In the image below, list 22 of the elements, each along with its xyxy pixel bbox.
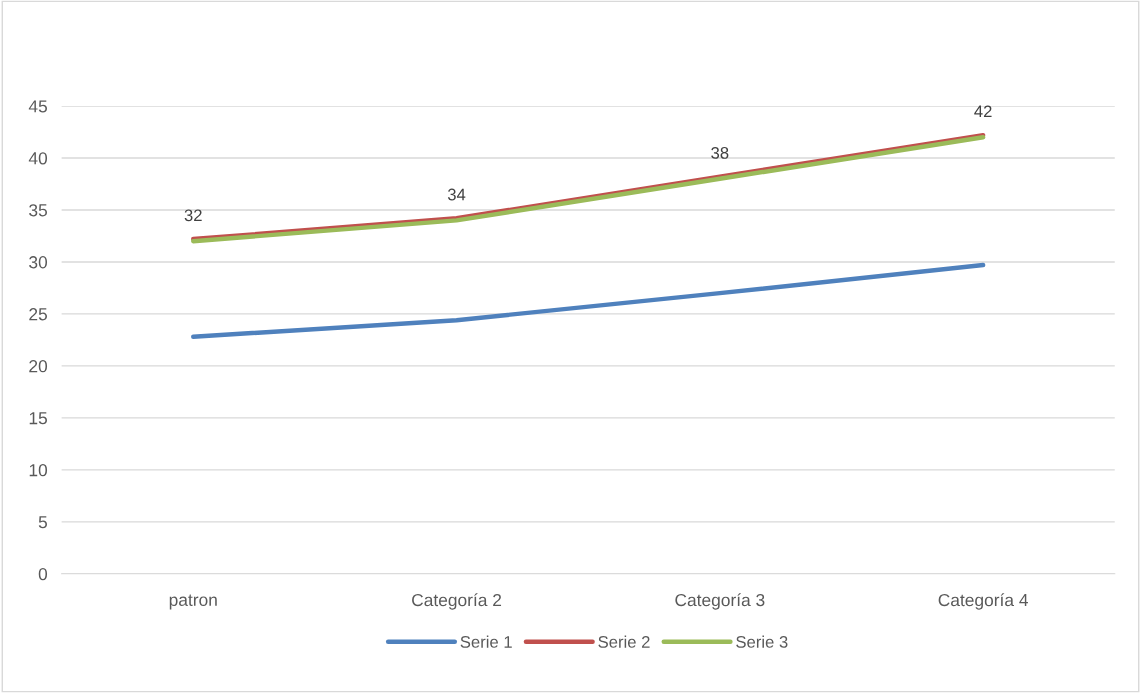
x-tick-label: Categoría 2 xyxy=(412,593,502,610)
data-label: 32 xyxy=(184,209,202,222)
data-label: 38 xyxy=(711,147,729,159)
x-tick-label: patron xyxy=(169,594,217,610)
legend-label: Serie 1 xyxy=(460,635,512,648)
x-tick-label: Categoría 3 xyxy=(675,593,765,610)
y-tick-label: 35 xyxy=(29,204,47,217)
legend-label: Serie 3 xyxy=(736,635,788,648)
y-tick-label: 15 xyxy=(29,412,47,425)
y-tick-label: 0 xyxy=(38,567,48,581)
y-tick-label: 10 xyxy=(29,464,48,477)
y-tick-label: 25 xyxy=(29,308,47,321)
legend-label: Serie 2 xyxy=(598,635,650,648)
data-label: 34 xyxy=(447,188,466,201)
y-tick-label: 5 xyxy=(38,516,47,529)
line-series xyxy=(191,262,986,340)
data-label: 42 xyxy=(974,105,992,118)
x-tick-label: Categoría 4 xyxy=(938,593,1028,610)
y-tick-label: 20 xyxy=(29,360,48,373)
y-tick-label: 40 xyxy=(28,152,48,165)
y-tick-label: 45 xyxy=(28,100,47,113)
y-tick-label: 30 xyxy=(29,256,48,269)
